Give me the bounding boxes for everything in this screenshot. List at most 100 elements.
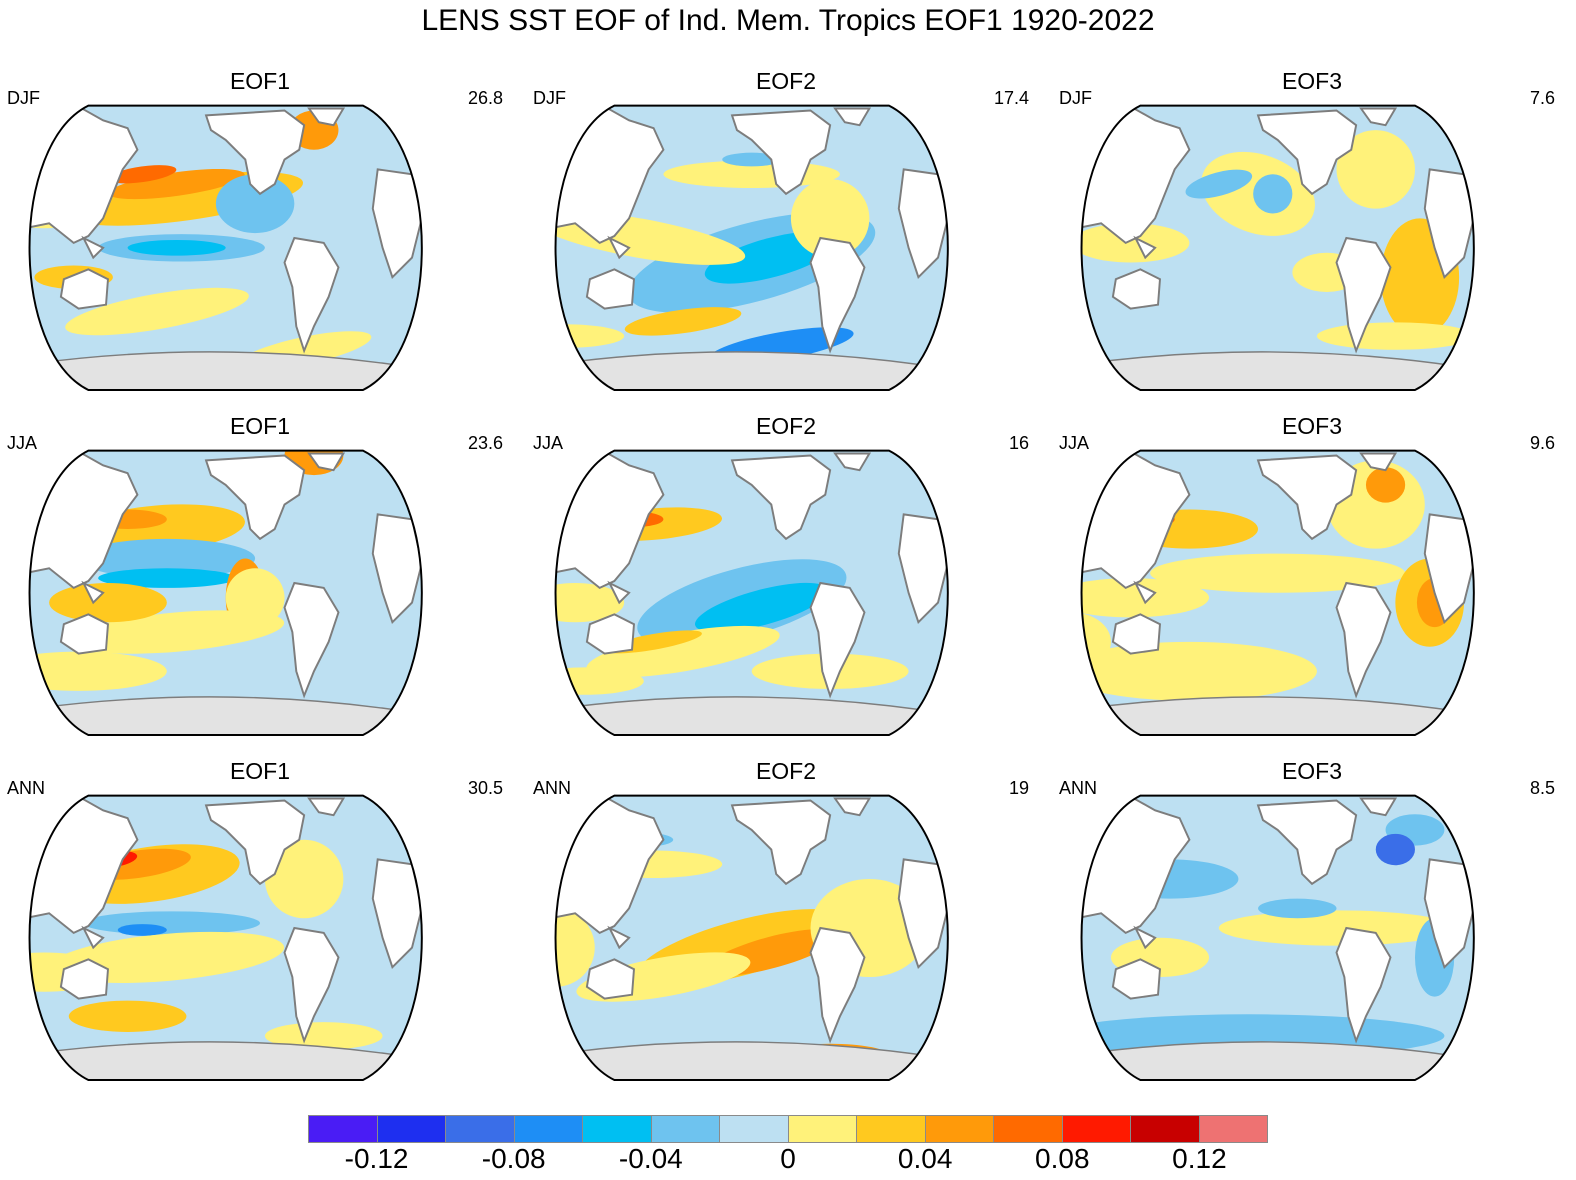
panel-season: DJF	[533, 88, 566, 108]
continent	[204, 109, 306, 196]
sst-anomaly-region	[722, 152, 782, 167]
ice-region	[29, 1041, 422, 1081]
panel-title: EOF1	[229, 68, 291, 94]
colorbar-swatch	[514, 1116, 583, 1142]
continent	[1133, 235, 1157, 260]
colorbar-swatch	[1062, 1116, 1131, 1142]
continent	[1111, 958, 1162, 1000]
sst-eof-map	[1080, 449, 1475, 736]
continent	[730, 454, 832, 541]
continent	[730, 109, 832, 196]
continent	[1111, 613, 1162, 655]
sst-eof-map	[554, 794, 949, 1081]
colorbar-swatch	[925, 1116, 994, 1142]
continent	[1133, 925, 1157, 950]
panel-title: EOF3	[1281, 758, 1343, 784]
ice-region	[29, 351, 422, 391]
sst-anomaly-region	[624, 307, 742, 336]
colorbar-swatch	[446, 1116, 515, 1142]
map-frame	[28, 794, 423, 1081]
sst-anomaly-region	[98, 568, 236, 588]
continent	[809, 236, 866, 354]
sst-eof-map	[554, 449, 949, 736]
panel-variance: 23.6	[467, 433, 503, 453]
colorbar-swatch	[720, 1116, 789, 1142]
panel-variance: 26.8	[467, 88, 503, 108]
sst-anomaly-region	[1336, 130, 1415, 209]
continent	[1256, 799, 1358, 886]
continent	[730, 799, 832, 886]
continent	[81, 925, 105, 950]
panel-variance: 30.5	[467, 778, 503, 798]
panel-season: ANN	[7, 778, 46, 798]
sst-anomaly-region	[65, 287, 249, 336]
sst-anomaly-region	[555, 667, 644, 695]
panel-variance: 17.4	[993, 88, 1029, 108]
continent	[1359, 797, 1398, 817]
continent	[585, 268, 636, 310]
map-frame	[554, 449, 949, 736]
continent	[204, 454, 306, 541]
panel-variance: 19	[1008, 778, 1029, 798]
panel-title: EOF2	[755, 413, 817, 439]
colorbar-tick-label: -0.12	[344, 1143, 409, 1174]
continent	[1359, 452, 1398, 472]
continent	[809, 581, 866, 699]
continent	[283, 926, 340, 1044]
sst-eof-map	[28, 449, 423, 736]
continent	[1256, 454, 1358, 541]
sst-anomaly-region	[127, 239, 226, 256]
sst-anomaly-region	[83, 911, 260, 935]
sst-anomaly-region	[1081, 641, 1317, 701]
panel-season: JJA	[1059, 433, 1090, 453]
sst-anomaly-region	[1081, 578, 1210, 618]
ice-region	[1081, 351, 1474, 391]
colorbar-tick-label: 0	[780, 1143, 796, 1174]
ice-region	[1081, 696, 1474, 736]
colorbar-swatch	[377, 1116, 446, 1142]
colorbar-swatch	[857, 1116, 926, 1142]
sst-anomaly-region	[1150, 553, 1406, 593]
panel-title: EOF3	[1281, 413, 1343, 439]
panel-title: EOF2	[755, 68, 817, 94]
sst-anomaly-region	[1081, 612, 1111, 672]
map-panel-ann-eof1: EOF1 ANN 30.5	[5, 758, 515, 1098]
sst-eof-map	[28, 104, 423, 391]
continent	[283, 236, 340, 354]
sst-anomaly-region	[1365, 467, 1406, 503]
sst-anomaly-region	[1316, 322, 1474, 350]
continent	[81, 580, 105, 605]
sst-anomaly-region	[68, 1000, 187, 1032]
continent	[607, 925, 631, 950]
map-panel-djf-eof1: EOF1 DJF 26.8	[5, 68, 515, 408]
continent	[585, 613, 636, 655]
sst-anomaly-region	[117, 924, 167, 936]
sst-anomaly-region	[1081, 223, 1190, 263]
continent	[1359, 107, 1398, 127]
continent	[307, 107, 346, 127]
panel-title: EOF1	[229, 413, 291, 439]
continent	[1111, 268, 1162, 310]
colorbar-swatch	[994, 1116, 1063, 1142]
map-panel-ann-eof3: EOF3 ANN 8.5	[1057, 758, 1567, 1098]
map-frame	[1080, 449, 1475, 736]
continent	[1335, 926, 1392, 1044]
colorbar-swatch	[1131, 1116, 1200, 1142]
figure-title: LENS SST EOF of Ind. Mem. Tropics EOF1 1…	[421, 4, 1155, 37]
sst-anomaly-region	[790, 179, 870, 258]
map-frame	[554, 104, 949, 391]
ice-region	[555, 1041, 948, 1081]
continent	[833, 797, 872, 817]
panel-season: DJF	[1059, 88, 1092, 108]
continent	[307, 452, 346, 472]
colorbar-swatch	[1199, 1116, 1267, 1142]
sst-anomaly-region	[225, 568, 285, 628]
panel-title: EOF3	[1281, 68, 1343, 94]
map-frame	[554, 794, 949, 1081]
sst-eof-map	[1080, 794, 1475, 1081]
sst-anomaly-region	[1218, 910, 1455, 946]
map-panel-ann-eof2: EOF2 ANN 19	[531, 758, 1041, 1098]
continent	[833, 452, 872, 472]
map-frame	[1080, 104, 1475, 391]
continent	[59, 268, 110, 310]
